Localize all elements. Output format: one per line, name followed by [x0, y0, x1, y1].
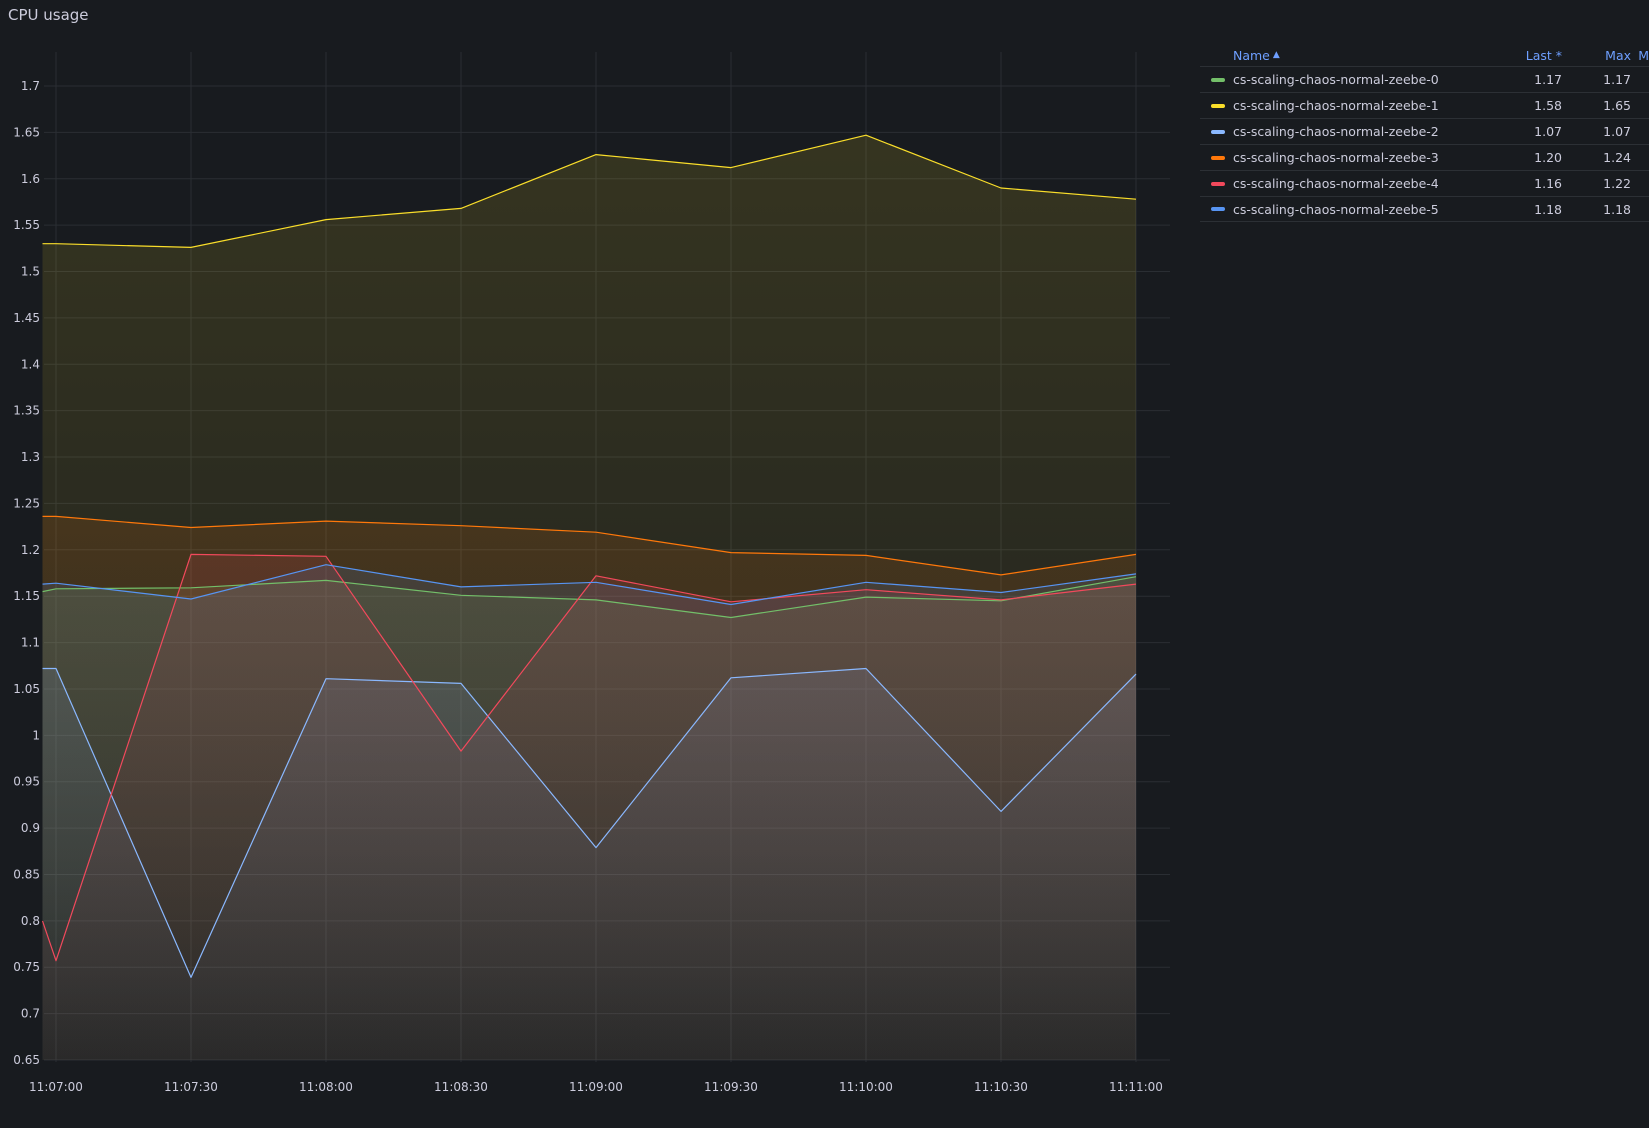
y-tick-label: 0.75 [13, 960, 40, 974]
y-tick-label: 1.3 [21, 450, 40, 464]
series-color-swatch [1211, 77, 1225, 82]
y-tick-label: 0.8 [21, 914, 40, 928]
y-tick-label: 1.45 [13, 311, 40, 325]
series-line-4 [41, 553, 1137, 962]
legend-row[interactable]: cs-scaling-chaos-normal-zeebe-0 1.17 1.17 [1200, 66, 1649, 92]
legend-max-value: 1.07 [1603, 124, 1631, 139]
legend-header: Name ▲ Last * Max M [1200, 44, 1649, 66]
series-line-0 [42, 576, 1137, 619]
cpu-usage-chart: 0.65 0.7 0.75 0.8 0.85 0.9 0.95 1 1.05 1.1 1.15 1.2… [13, 52, 1170, 1094]
legend-table: Name ▲ Last * Max M cs-scaling-chaos-nor… [1200, 44, 1649, 222]
legend-row[interactable]: cs-scaling-chaos-normal-zeebe-5 1.18 1.18 [1200, 196, 1649, 222]
series-area-5 [42, 564, 1136, 1060]
series-color-swatch [1211, 155, 1225, 160]
legend-header-name-label: Name [1233, 47, 1270, 63]
legend-header-more[interactable]: M [1638, 47, 1649, 63]
y-tick-label: 0.65 [13, 1053, 40, 1067]
y-tick-label: 1.05 [13, 682, 40, 696]
legend-last-value: 1.20 [1534, 150, 1562, 165]
x-axis: 11:07:00 11:07:30 11:08:00 11:08:30 11:09:00… [29, 1080, 1163, 1094]
y-tick-label: 1.25 [13, 496, 40, 510]
x-tick-label: 11:11:00 [1109, 1080, 1163, 1094]
legend-row[interactable]: cs-scaling-chaos-normal-zeebe-1 1.58 1.65 [1200, 92, 1649, 118]
y-tick-label: 1.35 [13, 404, 40, 418]
series-color-swatch [1211, 129, 1225, 134]
legend-last-value: 1.18 [1534, 201, 1562, 217]
y-tick-label: 1.2 [21, 543, 40, 557]
y-tick-label: 0.9 [21, 821, 40, 835]
y-tick-label: 1.55 [13, 218, 40, 232]
legend-row[interactable]: cs-scaling-chaos-normal-zeebe-4 1.16 1.22 [1200, 170, 1649, 196]
legend-series-name[interactable]: cs-scaling-chaos-normal-zeebe-5 [1200, 202, 1490, 217]
legend-series-label: cs-scaling-chaos-normal-zeebe-3 [1233, 150, 1439, 165]
y-tick-label: 0.7 [21, 1007, 40, 1021]
series-color-swatch [1211, 103, 1225, 108]
y-axis: 0.65 0.7 0.75 0.8 0.85 0.9 0.95 1 1.05 1.1 1.15 1.2… [13, 79, 40, 1067]
y-tick-label: 1.7 [21, 79, 40, 93]
legend-last-value: 1.07 [1534, 124, 1562, 139]
y-tick-label: 1.65 [13, 125, 40, 139]
series-lines [41, 134, 1137, 978]
legend-header-max[interactable]: Max [1605, 47, 1631, 63]
y-tick-label: 1.4 [21, 357, 40, 371]
series-color-swatch [1211, 207, 1225, 211]
y-tick-label: 1.5 [21, 265, 40, 279]
legend-series-name[interactable]: cs-scaling-chaos-normal-zeebe-1 [1200, 98, 1490, 113]
legend-max-value: 1.18 [1603, 201, 1631, 217]
legend-series-label: cs-scaling-chaos-normal-zeebe-5 [1233, 201, 1439, 217]
legend-max-value: 1.65 [1603, 98, 1631, 113]
legend-series-label: cs-scaling-chaos-normal-zeebe-0 [1233, 72, 1439, 87]
legend-series-name[interactable]: cs-scaling-chaos-normal-zeebe-0 [1200, 72, 1490, 87]
x-tick-label: 11:09:00 [569, 1080, 623, 1094]
legend-series-name[interactable]: cs-scaling-chaos-normal-zeebe-3 [1200, 150, 1490, 165]
legend-series-label: cs-scaling-chaos-normal-zeebe-4 [1233, 176, 1439, 191]
y-tick-label: 0.85 [13, 867, 40, 881]
sort-ascending-icon: ▲ [1272, 50, 1280, 60]
x-tick-label: 11:10:30 [974, 1080, 1028, 1094]
y-tick-label: 0.95 [13, 775, 40, 789]
y-tick-label: 1 [32, 728, 40, 742]
y-tick-label: 1.6 [21, 172, 40, 186]
series-line-5 [42, 564, 1137, 606]
x-tick-label: 11:08:00 [299, 1080, 353, 1094]
legend-row[interactable]: cs-scaling-chaos-normal-zeebe-2 1.07 1.07 [1200, 118, 1649, 144]
y-tick-label: 1.1 [21, 636, 40, 650]
legend-series-label: cs-scaling-chaos-normal-zeebe-2 [1233, 124, 1439, 139]
series-line-3 [42, 515, 1137, 576]
series-line-1 [42, 134, 1137, 248]
series-line-2 [42, 667, 1137, 978]
series-areas [42, 135, 1136, 1060]
x-tick-label: 11:09:30 [704, 1080, 758, 1094]
legend-last-value: 1.17 [1534, 72, 1562, 87]
legend-series-name[interactable]: cs-scaling-chaos-normal-zeebe-2 [1200, 124, 1490, 139]
legend-header-last[interactable]: Last * [1525, 47, 1562, 63]
x-tick-label: 11:07:00 [29, 1080, 83, 1094]
x-tick-label: 11:08:30 [434, 1080, 488, 1094]
panel-title: CPU usage [8, 6, 89, 24]
legend-max-value: 1.17 [1603, 72, 1631, 87]
x-tick-label: 11:07:30 [164, 1080, 218, 1094]
legend-header-name[interactable]: Name ▲ [1200, 48, 1490, 63]
legend-last-value: 1.58 [1534, 98, 1562, 113]
legend-max-value: 1.24 [1603, 150, 1631, 165]
legend-max-value: 1.22 [1603, 176, 1631, 191]
x-tick-label: 11:10:00 [839, 1080, 893, 1094]
series-color-swatch [1211, 181, 1225, 186]
y-tick-label: 1.15 [13, 589, 40, 603]
legend-series-label: cs-scaling-chaos-normal-zeebe-1 [1233, 98, 1439, 113]
legend-series-name[interactable]: cs-scaling-chaos-normal-zeebe-4 [1200, 176, 1490, 191]
legend-row[interactable]: cs-scaling-chaos-normal-zeebe-3 1.20 1.24 [1200, 144, 1649, 170]
legend-last-value: 1.16 [1534, 176, 1562, 191]
